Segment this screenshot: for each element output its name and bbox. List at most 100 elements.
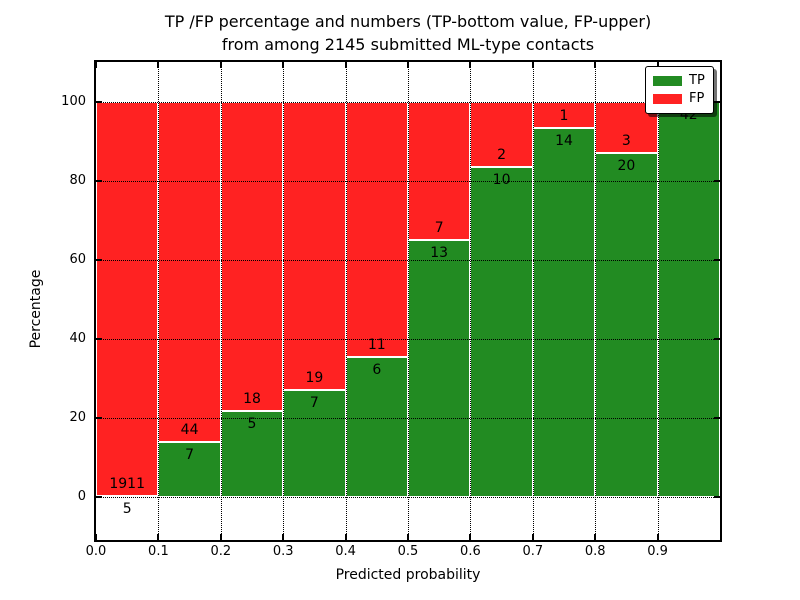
y-tick <box>714 258 720 261</box>
legend-label-fp: FP <box>689 91 705 106</box>
tp-count-label: 13 <box>430 244 449 261</box>
tp-count-label: 7 <box>309 395 319 412</box>
y-axis-label: Percentage <box>28 269 44 349</box>
y-tick-label: 80 <box>69 172 86 188</box>
x-tick <box>95 62 97 68</box>
tp-bar-segment <box>345 357 408 497</box>
tp-count-label: 7 <box>185 447 195 464</box>
tp-count-label: 10 <box>492 172 511 189</box>
legend-swatch-tp-icon <box>653 76 682 86</box>
grid-line-vertical <box>345 62 347 540</box>
y-tick-label: 100 <box>61 93 86 109</box>
legend-label-tp: TP <box>689 73 705 88</box>
y-tick-label: 40 <box>69 330 86 346</box>
fp-bar-segment <box>220 101 284 411</box>
plot-area: 0 20 40 60 80 100 0.0 0.1 0.2 0.3 0.4 0.5 0.6 0.7 0.8 0… <box>61 60 722 559</box>
fp-count-label: 44 <box>180 422 199 439</box>
x-tick <box>95 534 97 540</box>
grid-line-vertical <box>283 62 285 540</box>
tp-count-label: 6 <box>372 362 382 379</box>
tp-count-label: 20 <box>617 158 636 175</box>
tp-count-label: 14 <box>555 132 573 149</box>
x-tick <box>282 62 285 68</box>
fp-bar-segment <box>345 101 408 358</box>
y-tick-label: 60 <box>69 251 86 267</box>
x-tick <box>531 534 534 540</box>
x-tick-label: 0.2 <box>210 544 232 559</box>
x-tick-label: 0.5 <box>397 544 419 559</box>
x-tick-label: 0.8 <box>584 544 606 559</box>
x-tick <box>594 534 597 540</box>
y-tick <box>96 337 102 340</box>
grid-line-vertical <box>408 62 409 540</box>
x-tick <box>219 534 222 540</box>
x-tick-label: 0.7 <box>522 544 544 559</box>
legend: TP FP <box>645 66 714 114</box>
chart-title-line1: TP /FP percentage and numbers (TP-bottom… <box>164 12 652 31</box>
tp-count-label: 5 <box>122 500 132 517</box>
y-tick <box>714 495 720 498</box>
grid-line-vertical <box>657 62 659 540</box>
fp-bar-segment <box>96 101 159 496</box>
x-tick <box>531 62 534 68</box>
fp-count-label: 11 <box>367 337 386 354</box>
y-tick <box>714 416 720 419</box>
grid-line-vertical <box>470 62 472 540</box>
fp-bar-segment <box>470 101 533 168</box>
tp-bar-segment <box>408 239 471 497</box>
chart-title-line2: from among 2145 submitted ML-type contac… <box>221 35 595 54</box>
fp-count-label: 18 <box>243 390 261 407</box>
x-tick-label: 0.6 <box>460 544 481 559</box>
y-tick <box>96 416 102 419</box>
x-tick-label: 0.3 <box>272 544 294 559</box>
x-tick <box>594 62 597 68</box>
x-tick-label: 0.9 <box>647 544 668 559</box>
fp-count-label: 19 <box>305 370 324 387</box>
tp-bar-segment <box>283 390 346 497</box>
x-tick <box>407 62 409 68</box>
x-tick <box>656 62 659 68</box>
y-tick <box>714 179 720 182</box>
fp-bar-segment <box>158 101 221 443</box>
grid-line-vertical <box>158 62 160 540</box>
tp-bar-segment <box>532 127 596 497</box>
fp-count-label: 1911 <box>109 475 146 492</box>
x-tick <box>407 534 409 540</box>
tp-bar-segment <box>595 153 658 497</box>
plot-inner: 0 20 40 60 80 100 0.0 0.1 0.2 0.3 0.4 0.5 0.6 0.7 0.8 0… <box>61 62 720 559</box>
x-tick <box>282 534 285 540</box>
x-tick <box>157 62 160 68</box>
tp-count-label: 5 <box>247 415 257 432</box>
tp-bar-segment <box>158 442 221 497</box>
y-tick-label: 20 <box>69 409 86 425</box>
y-tick <box>96 495 102 498</box>
fp-count-label: 7 <box>434 219 444 236</box>
y-tick <box>714 337 720 340</box>
y-tick-label: 0 <box>77 488 86 504</box>
fp-bar-segment <box>283 101 346 391</box>
x-tick <box>157 534 160 540</box>
fp-count-label: 2 <box>497 147 507 164</box>
x-tick <box>469 534 472 540</box>
x-tick <box>219 62 222 68</box>
x-tick <box>344 62 347 68</box>
grid-line-vertical <box>595 62 597 540</box>
y-tick <box>96 179 102 182</box>
x-tick-label: 0.0 <box>85 544 107 559</box>
chart-title: TP /FP percentage and numbers (TP-bottom… <box>96 10 720 56</box>
x-tick-label: 0.1 <box>148 544 169 559</box>
x-tick <box>656 534 659 540</box>
x-tick <box>469 62 472 68</box>
legend-entry-fp: FP <box>653 92 706 106</box>
x-axis-label: Predicted probability <box>335 567 481 583</box>
y-tick <box>714 100 720 103</box>
fp-count-label: 1 <box>559 107 569 124</box>
y-tick <box>96 258 102 261</box>
x-tick <box>344 534 347 540</box>
legend-swatch-fp-icon <box>653 94 682 104</box>
x-tick-label: 0.4 <box>335 544 356 559</box>
fp-count-label: 3 <box>621 133 631 150</box>
tp-bar-segment <box>470 167 533 497</box>
tp-bar-segment <box>657 101 720 497</box>
